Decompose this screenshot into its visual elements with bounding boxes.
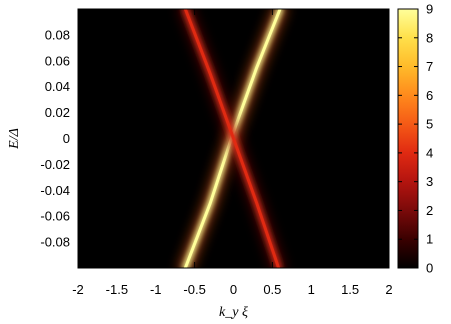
- colorbar-tick-label: 4: [426, 145, 433, 160]
- colorbar-tick-label: 9: [426, 2, 433, 17]
- colorbar-tick-label: 7: [426, 59, 433, 74]
- y-tick-label: 0.02: [45, 105, 70, 120]
- x-tick-label: -1: [150, 282, 162, 297]
- colorbar-tick-label: 3: [426, 174, 433, 189]
- colorbar-tick-label: 8: [426, 30, 433, 45]
- y-tick-label: -0.08: [40, 235, 70, 250]
- y-tick-label: 0.08: [45, 27, 70, 42]
- x-tick-label: 2: [385, 282, 392, 297]
- colorbar-tick-label: 1: [426, 232, 433, 247]
- y-axis: 0.08 0.06 0.04 0.02 0 -0.02 -0.04 -0.06 -0.08: [40, 27, 389, 250]
- x-axis-label: k_y ξ: [219, 305, 248, 320]
- colorbar-tick-label: 0: [426, 261, 433, 276]
- y-tick-label: -0.06: [40, 209, 70, 224]
- x-tick-label: -1.5: [106, 282, 128, 297]
- x-axis: -2 -1.5 -1 -0.5 0 0.5 1 1.5 2: [72, 9, 393, 297]
- x-tick-label: 1.5: [341, 282, 359, 297]
- colorbar-tick-label: 5: [426, 117, 433, 132]
- colorbar-tick-label: 2: [426, 203, 433, 218]
- x-tick-label: 0: [230, 282, 237, 297]
- series-2-line: [183, 9, 281, 268]
- colorbar: [397, 8, 419, 269]
- x-tick-label: -0.5: [183, 282, 205, 297]
- y-axis-label: E/Δ: [7, 128, 22, 150]
- x-tick-label: -2: [72, 282, 84, 297]
- y-tick-label: -0.04: [40, 183, 70, 198]
- y-tick-label: -0.02: [40, 157, 70, 172]
- y-tick-label: 0.04: [45, 79, 70, 94]
- colorbar-tick-label: 6: [426, 88, 433, 103]
- colorbar-axis: 9 8 7 6 5 4 3 2 1 0: [398, 2, 433, 276]
- dispersion-marks: [178, 9, 288, 268]
- x-tick-label: 0.5: [263, 282, 281, 297]
- y-tick-label: 0: [63, 131, 70, 146]
- y-tick-label: 0.06: [45, 53, 70, 68]
- x-tick-label: 1: [308, 282, 315, 297]
